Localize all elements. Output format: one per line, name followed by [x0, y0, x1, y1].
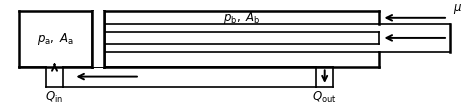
Bar [92, 11, 104, 67]
Text: $\mu$: $\mu$ [453, 2, 462, 16]
Text: $Q_{\mathrm{out}}$: $Q_{\mathrm{out}}$ [312, 90, 337, 105]
Text: $p_{\mathrm{a}},\ A_{\mathrm{a}}$: $p_{\mathrm{a}},\ A_{\mathrm{a}}$ [37, 31, 74, 47]
Text: $Q_{\mathrm{in}}$: $Q_{\mathrm{in}}$ [46, 90, 64, 105]
Text: $p_{\mathrm{b}},\ A_{\mathrm{b}}$: $p_{\mathrm{b}},\ A_{\mathrm{b}}$ [223, 10, 261, 26]
